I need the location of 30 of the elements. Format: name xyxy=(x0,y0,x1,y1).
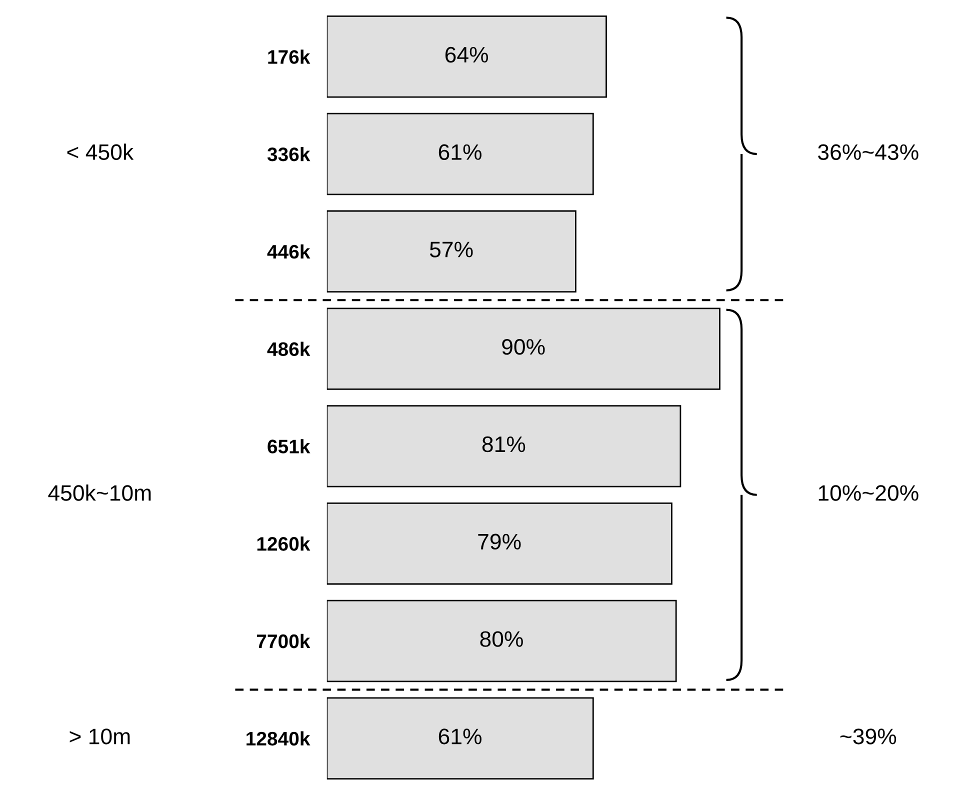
data-label: 57% xyxy=(430,242,473,258)
y-tick-label: 12840k xyxy=(246,731,310,746)
text: < 450k xyxy=(67,144,134,160)
text: > 10m xyxy=(70,728,130,744)
bar xyxy=(326,600,677,682)
data-label: 61% xyxy=(438,728,482,744)
y-tick-label: 176k xyxy=(268,50,310,64)
bar xyxy=(326,210,576,293)
data-label: 81% xyxy=(482,436,526,452)
y-tick-label: 7700k xyxy=(256,634,310,648)
bar xyxy=(326,697,594,780)
data-label: 90% xyxy=(502,339,545,355)
text: 450k~10m xyxy=(48,484,151,501)
bar xyxy=(326,112,594,196)
bar xyxy=(326,405,682,488)
y-tick-label: 1260k xyxy=(257,536,310,551)
data-label: 64% xyxy=(445,46,488,63)
text: ~39% xyxy=(840,728,896,744)
data-label: 61% xyxy=(438,144,482,160)
text: 36%~43% xyxy=(818,144,918,160)
data-label: 80% xyxy=(480,631,523,647)
data-label: 79% xyxy=(478,534,521,550)
bar xyxy=(326,308,720,390)
bar xyxy=(326,16,607,98)
y-tick-label: 486k xyxy=(267,342,310,356)
y-tick-label: 446k xyxy=(267,244,310,259)
text: 10%~20% xyxy=(818,485,918,501)
y-tick-label: 336k xyxy=(267,146,310,162)
bar xyxy=(326,502,672,585)
y-tick-label: 651k xyxy=(268,439,310,454)
